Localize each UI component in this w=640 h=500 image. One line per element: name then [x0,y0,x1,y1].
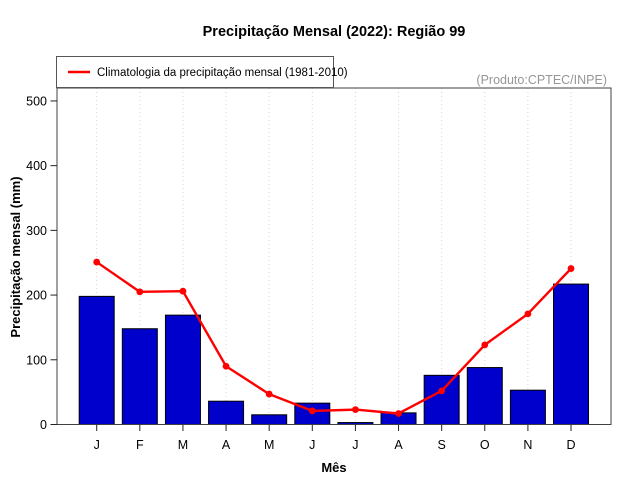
climatology-line-layer [93,258,575,417]
climatology-line [96,261,572,415]
bars-layer [78,283,590,426]
bar-month-9 [423,374,460,426]
x-tick-label: J [94,438,100,452]
axes-layer: 0 100 200 300 400 500 J F M A M J J A S O N D [26,87,612,452]
climatology-point-12 [567,265,575,272]
x-tick-label: M [264,438,274,452]
x-tick-label: J [352,438,358,452]
y-tick-label: 0 [40,418,47,432]
x-tick-label: D [567,438,576,452]
climatology-point-8 [395,410,402,417]
climatology-point-3 [179,287,187,295]
bar-month-4 [208,400,245,426]
y-tick-label: 200 [26,289,47,303]
climatology-point-10 [481,341,489,349]
climatology-point-6 [308,407,316,415]
x-tick-label: N [523,438,532,452]
climatology-point-5 [265,390,273,398]
bar-month-1 [78,295,115,425]
climatology-point-1 [93,258,101,266]
bar-month-10 [466,367,503,425]
bar-month-11 [509,389,546,425]
y-tick-label: 300 [26,224,47,238]
x-tick-label: A [222,438,231,452]
legend-box [56,56,334,88]
y-tick-label: 400 [26,159,47,173]
climatology-point-7 [352,406,359,414]
bar-month-5 [251,414,288,426]
bar-month-12 [553,283,590,425]
x-tick-label: S [437,438,445,452]
chart-title: Precipitação Mensal (2022): Região 99 [203,24,466,40]
legend: Climatologia da precipitação mensal (198… [56,56,348,88]
climatology-point-11 [524,310,532,318]
climatology-point-2 [136,288,144,296]
x-tick-label: J [309,438,315,452]
x-tick-label: F [136,438,144,452]
bar-month-3 [164,314,201,426]
y-tick-label: 500 [26,94,47,108]
x-axis-label: Mês [321,460,346,475]
product-annotation: (Produto:CPTEC/INPE) [476,73,607,87]
x-tick-label: M [178,438,188,452]
legend-label: Climatologia da precipitação mensal (198… [97,67,348,79]
climatology-point-4 [222,362,230,370]
y-axis-label: Precipitação mensal (mm) [8,176,23,337]
x-tick-label: A [394,438,403,452]
y-tick-label: 100 [26,353,47,367]
bar-month-2 [121,328,158,426]
climatology-point-9 [438,387,446,395]
x-tick-label: O [480,438,490,452]
